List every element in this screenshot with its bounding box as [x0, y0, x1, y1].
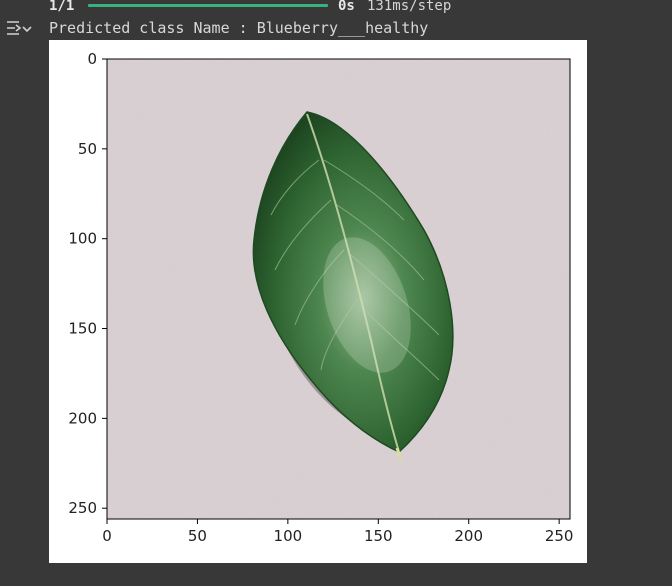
prediction-text: Predicted class Name : Blueberry___healt… — [49, 19, 429, 37]
progress-bar — [88, 4, 328, 7]
progress-count: 1/1 — [49, 0, 75, 14]
x-tick-label: 0 — [102, 527, 112, 545]
y-tick-label: 150 — [68, 320, 97, 338]
y-tick-label: 100 — [68, 230, 97, 248]
y-tick-label: 0 — [87, 50, 97, 68]
progress-line: 1/1 0s 131ms/step — [49, 0, 451, 16]
y-tick-label: 200 — [68, 409, 97, 427]
output-toggle-icon[interactable] — [5, 14, 33, 38]
leaf-image — [107, 59, 570, 519]
x-tick-label: 100 — [274, 527, 303, 545]
x-axis-ticks: 0 50 100 150 200 250 — [102, 519, 573, 545]
x-tick-label: 250 — [545, 527, 574, 545]
progress-step: 131ms/step — [367, 0, 452, 14]
y-axis-ticks: 0 50 100 150 200 250 — [68, 50, 107, 517]
x-tick-label: 150 — [364, 527, 393, 545]
output-figure: 0 50 100 150 200 250 0 50 100 150 200 250 — [49, 40, 587, 563]
progress-time: 0s — [338, 0, 355, 14]
image-plot: 0 50 100 150 200 250 0 50 100 150 200 250 — [68, 50, 573, 545]
y-tick-label: 250 — [68, 499, 97, 517]
x-tick-label: 50 — [188, 527, 207, 545]
axes-frame — [106, 58, 571, 520]
y-tick-label: 50 — [78, 140, 97, 158]
x-tick-label: 200 — [454, 527, 483, 545]
